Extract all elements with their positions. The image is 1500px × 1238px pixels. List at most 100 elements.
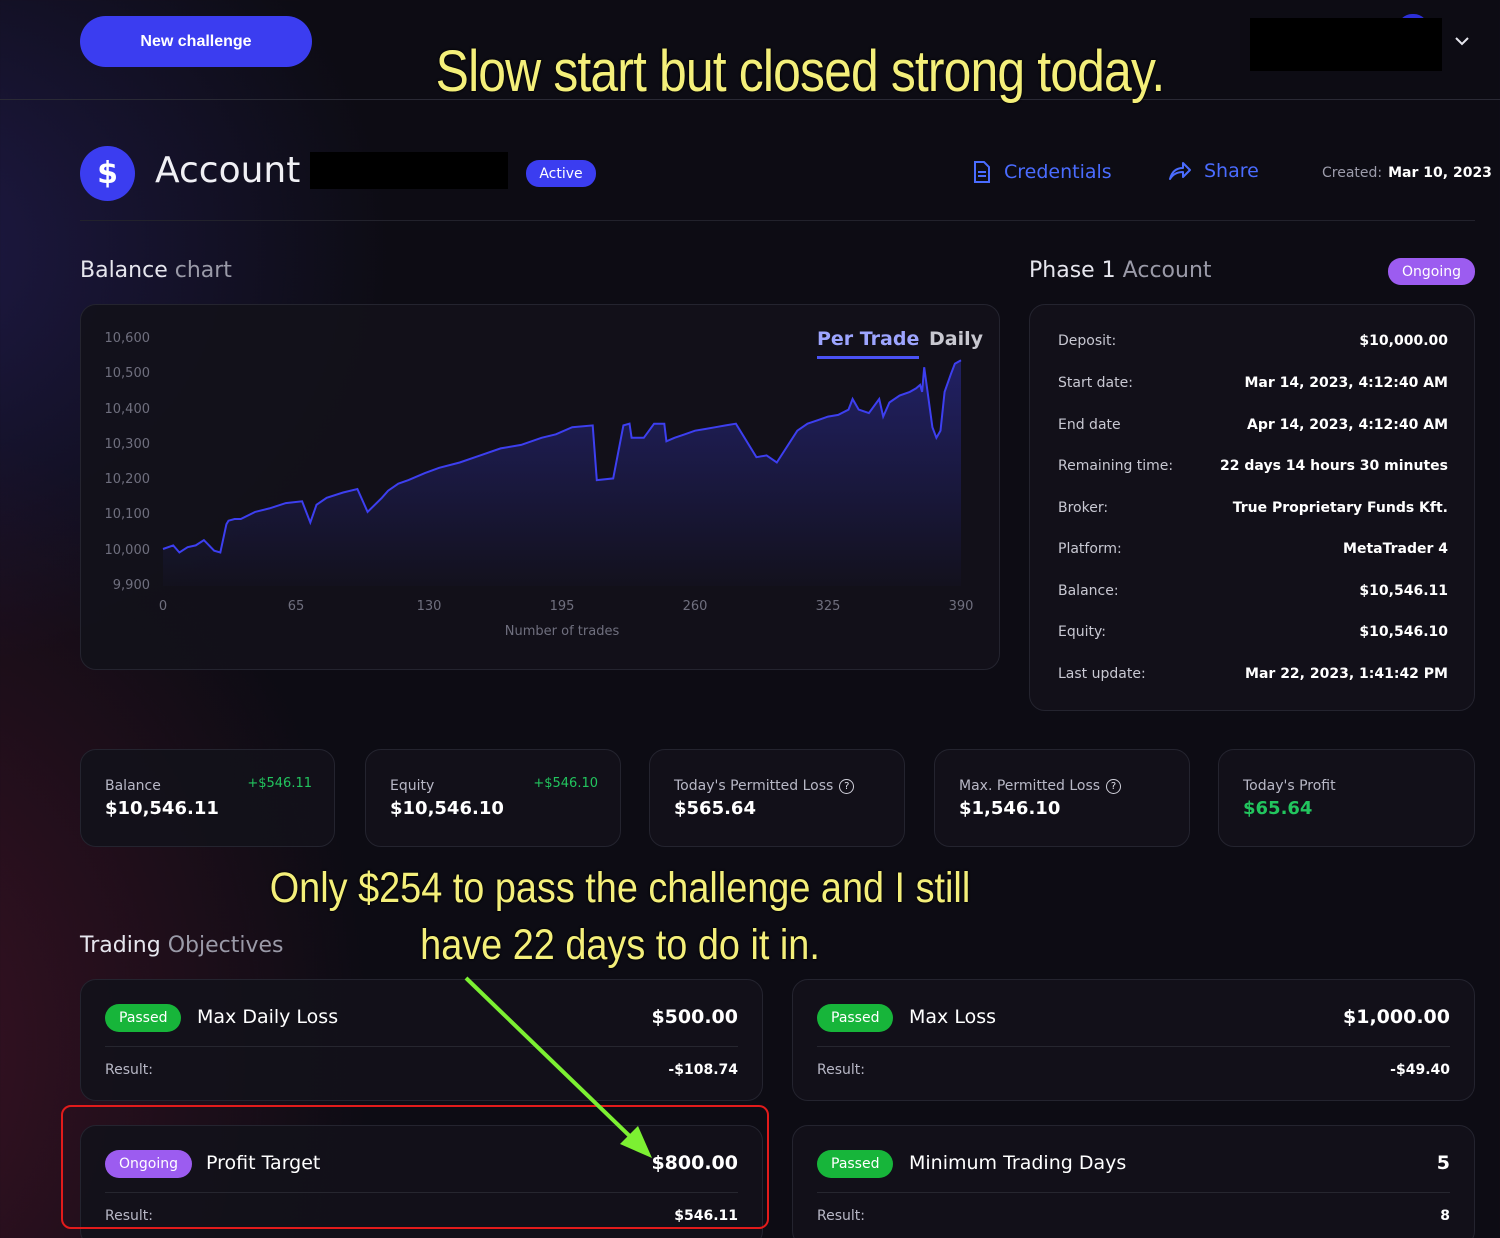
- objective-title: Profit Target: [206, 1152, 321, 1174]
- divider: [105, 1046, 738, 1047]
- phase-row-label: Start date:: [1058, 375, 1133, 391]
- divider: [817, 1046, 1450, 1047]
- objective-amount: 5: [1436, 1152, 1450, 1174]
- phase-row-value: MetaTrader 4: [1343, 541, 1448, 557]
- objective-title: Max Daily Loss: [197, 1006, 339, 1028]
- objective-profit-target: Ongoing Profit Target $800.00 Result: $5…: [80, 1125, 763, 1238]
- phase-row-label: Platform:: [1058, 541, 1122, 557]
- divider: [105, 1192, 738, 1193]
- objective-amount: $1,000.00: [1343, 1006, 1450, 1028]
- phase-row: Last update: Mar 22, 2023, 1:41:42 PM: [1058, 666, 1448, 682]
- divider: [817, 1192, 1450, 1193]
- phase-row-value: $10,000.00: [1359, 333, 1448, 349]
- document-icon: [974, 161, 990, 183]
- y-tick-label: 9,900: [112, 578, 150, 593]
- stat-value: $10,546.11: [105, 798, 219, 819]
- credentials-label: Credentials: [1004, 161, 1112, 183]
- result-value: 8: [1440, 1208, 1450, 1224]
- tab-per-trade[interactable]: Per Trade: [817, 328, 920, 359]
- created-date: Created: Mar 10, 2023: [1322, 165, 1492, 181]
- balance-line: [162, 359, 962, 554]
- phase-row-value: 22 days 14 hours 30 minutes: [1220, 458, 1448, 474]
- balance-chart-heading: Balance chart: [80, 258, 232, 283]
- result-label: Result:: [105, 1062, 153, 1078]
- x-axis-label: Number of trades: [504, 624, 620, 639]
- help-icon[interactable]: ?: [1106, 778, 1122, 794]
- phase-heading: Phase 1 Account: [1029, 258, 1212, 283]
- phase-row-label: Last update:: [1058, 666, 1146, 682]
- result-value: -$108.74: [668, 1062, 738, 1078]
- objective-amount: $800.00: [651, 1152, 738, 1174]
- objective-status-badge: Passed: [817, 1150, 894, 1178]
- x-tick-label: 260: [682, 599, 708, 614]
- credentials-link[interactable]: Credentials: [972, 160, 1112, 184]
- phase-row-value: True Proprietary Funds Kft.: [1232, 500, 1448, 516]
- result-label: Result:: [105, 1208, 153, 1224]
- phase-row-value: $10,546.10: [1359, 624, 1448, 640]
- y-tick-label: 10,200: [104, 472, 151, 488]
- phase-row: Remaining time: 22 days 14 hours 30 minut…: [1058, 458, 1448, 474]
- stat-value: $10,546.10: [390, 798, 504, 819]
- chevron-down-icon[interactable]: [1451, 30, 1473, 52]
- objective-min-trading-days: Passed Minimum Trading Days 5 Result: 8: [792, 1125, 1475, 1238]
- stat-label: Today's Permitted Loss ?: [674, 778, 855, 794]
- help-icon[interactable]: ?: [839, 778, 855, 794]
- y-tick-label: 10,500: [104, 366, 151, 382]
- dollar-icon: $: [80, 146, 135, 201]
- x-tick-label: 325: [815, 599, 841, 614]
- balance-stat-card: Balance +$546.11 $10,546.11: [80, 749, 335, 847]
- x-tick-label: 65: [287, 599, 305, 614]
- stat-delta: +$546.11: [247, 776, 312, 791]
- objective-max-daily-loss: Passed Max Daily Loss $500.00 Result: -$…: [80, 979, 763, 1101]
- phase-row-value: $10,546.11: [1359, 583, 1448, 599]
- objective-status-badge: Ongoing: [105, 1150, 192, 1178]
- balance-chart: [162, 359, 962, 586]
- y-tick-label: 10,400: [104, 401, 151, 417]
- stat-label: Equity: [390, 778, 435, 794]
- stat-label: Today's Profit: [1243, 778, 1336, 794]
- share-link[interactable]: Share: [1168, 160, 1259, 182]
- tab-daily[interactable]: Daily: [929, 328, 984, 350]
- redacted-account-number: [310, 152, 508, 189]
- status-badge: Active: [526, 160, 596, 187]
- x-tick-label: 195: [549, 599, 575, 614]
- objective-status-badge: Passed: [105, 1004, 182, 1032]
- divider: [80, 220, 1475, 221]
- phase-row-label: Balance:: [1058, 583, 1119, 599]
- phase-row: Equity: $10,546.10: [1058, 624, 1448, 640]
- redacted-username: [1250, 18, 1442, 71]
- x-tick-label: 390: [948, 599, 974, 614]
- objectives-heading: Trading Objectives: [80, 933, 284, 958]
- phase-row-label: End date: [1058, 417, 1121, 433]
- y-tick-label: 10,300: [104, 436, 151, 452]
- x-tick-label: 0: [158, 599, 168, 614]
- phase-row-label: Equity:: [1058, 624, 1106, 640]
- share-label: Share: [1204, 160, 1259, 182]
- phase-status-badge: Ongoing: [1388, 258, 1475, 285]
- result-label: Result:: [817, 1062, 865, 1078]
- phase-row: Start date: Mar 14, 2023, 4:12:40 AM: [1058, 375, 1448, 391]
- todays-permitted-loss-card: Today's Permitted Loss ? $565.64: [649, 749, 905, 847]
- phase-row-label: Remaining time:: [1058, 458, 1174, 474]
- objective-title: Max Loss: [909, 1006, 996, 1028]
- y-tick-label: 10,000: [104, 542, 151, 558]
- result-label: Result:: [817, 1208, 865, 1224]
- phase-row-value: Mar 14, 2023, 4:12:40 AM: [1244, 375, 1448, 391]
- y-tick-label: 10,600: [104, 331, 151, 346]
- phase-row-label: Deposit:: [1058, 333, 1117, 349]
- phase-row: Deposit: $10,000.00: [1058, 333, 1448, 349]
- result-value: $546.11: [674, 1208, 738, 1224]
- phase-row: End date Apr 14, 2023, 4:12:40 AM: [1058, 417, 1448, 433]
- objective-amount: $500.00: [651, 1006, 738, 1028]
- phase-row-value: Mar 22, 2023, 1:41:42 PM: [1245, 666, 1448, 682]
- new-challenge-button[interactable]: New challenge: [80, 16, 312, 67]
- highlight-box: [61, 1105, 769, 1229]
- max-permitted-loss-card: Max. Permitted Loss ? $1,546.10: [934, 749, 1190, 847]
- phase-row-label: Broker:: [1058, 500, 1109, 516]
- objective-status-badge: Passed: [817, 1004, 894, 1032]
- phase-details-card: [1029, 304, 1475, 711]
- phase-row-value: Apr 14, 2023, 4:12:40 AM: [1246, 417, 1448, 433]
- stat-label: Max. Permitted Loss ?: [959, 778, 1122, 794]
- middle-caption: Only $254 to pass the challenge and I st…: [269, 864, 971, 969]
